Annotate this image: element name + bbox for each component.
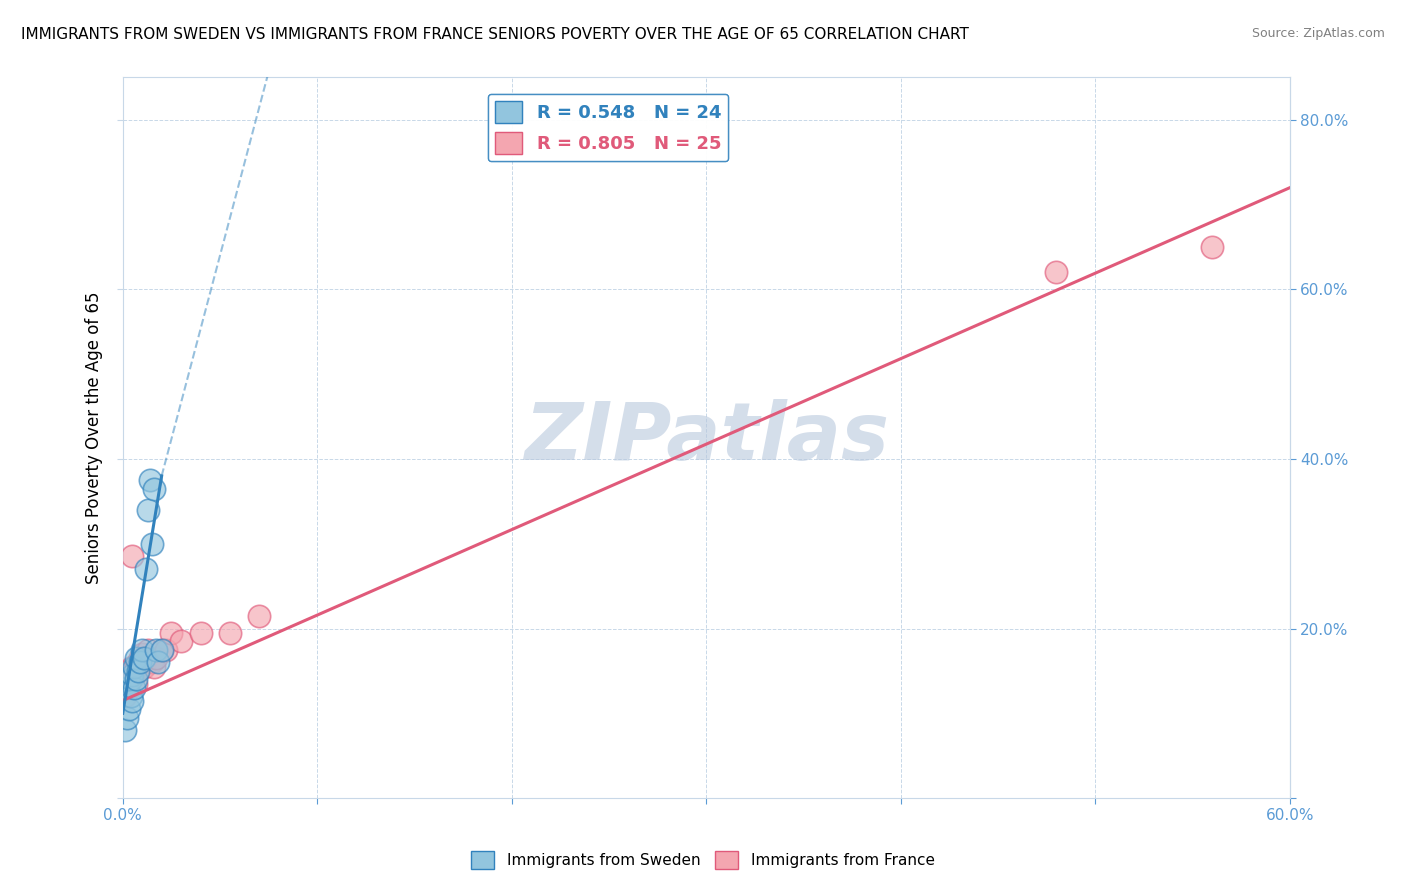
Point xyxy=(142,659,165,673)
Point xyxy=(145,651,167,665)
Point xyxy=(125,676,148,690)
Point xyxy=(115,681,138,695)
Point xyxy=(125,651,148,665)
Legend: R = 0.548   N = 24, R = 0.805   N = 25: R = 0.548 N = 24, R = 0.805 N = 25 xyxy=(488,94,728,161)
Point xyxy=(135,562,157,576)
Point xyxy=(218,625,240,640)
Point xyxy=(141,656,163,670)
Point xyxy=(129,651,152,665)
Point xyxy=(247,608,270,623)
Point xyxy=(150,642,173,657)
Text: ZIPatlas: ZIPatlas xyxy=(524,399,889,476)
Y-axis label: Seniors Poverty Over the Age of 65: Seniors Poverty Over the Age of 65 xyxy=(86,292,103,584)
Point xyxy=(120,673,142,687)
Point xyxy=(1201,240,1223,254)
Point xyxy=(141,537,163,551)
Point xyxy=(139,473,162,487)
Point xyxy=(135,651,157,665)
Text: Source: ZipAtlas.com: Source: ZipAtlas.com xyxy=(1251,27,1385,40)
Point xyxy=(146,656,169,670)
Point xyxy=(134,651,156,665)
Point xyxy=(145,642,167,657)
Point xyxy=(120,673,142,687)
Point xyxy=(136,503,159,517)
Point xyxy=(121,693,143,707)
Point xyxy=(117,702,139,716)
Point xyxy=(121,668,143,682)
Point xyxy=(115,681,138,695)
Point xyxy=(150,642,173,657)
Legend: Immigrants from Sweden, Immigrants from France: Immigrants from Sweden, Immigrants from … xyxy=(465,845,941,875)
Point xyxy=(120,690,142,704)
Point xyxy=(155,642,177,657)
Text: IMMIGRANTS FROM SWEDEN VS IMMIGRANTS FROM FRANCE SENIORS POVERTY OVER THE AGE OF: IMMIGRANTS FROM SWEDEN VS IMMIGRANTS FRO… xyxy=(21,27,969,42)
Point xyxy=(190,625,212,640)
Point xyxy=(142,482,165,496)
Point xyxy=(127,656,149,670)
Point xyxy=(125,673,148,687)
Point xyxy=(121,549,143,564)
Point xyxy=(125,659,148,673)
Point xyxy=(121,659,143,673)
Point xyxy=(127,664,149,678)
Point xyxy=(124,681,146,695)
Point xyxy=(117,664,139,678)
Point xyxy=(114,723,136,738)
Point xyxy=(129,656,152,670)
Point xyxy=(131,642,153,657)
Point xyxy=(115,710,138,724)
Point xyxy=(124,659,146,673)
Point xyxy=(134,659,156,673)
Point xyxy=(114,690,136,704)
Point xyxy=(160,625,183,640)
Point xyxy=(124,668,146,682)
Point xyxy=(136,642,159,657)
Point xyxy=(170,634,193,648)
Point xyxy=(131,647,153,661)
Point xyxy=(1045,265,1067,279)
